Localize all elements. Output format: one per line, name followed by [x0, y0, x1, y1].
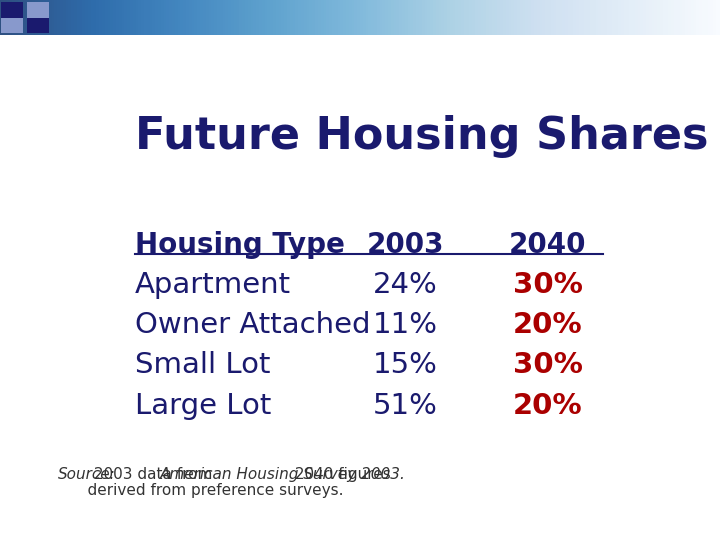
Text: 2040 figures: 2040 figures	[289, 467, 390, 482]
Text: 2003 data from: 2003 data from	[89, 467, 217, 482]
Text: 24%: 24%	[373, 271, 438, 299]
Text: 20%: 20%	[513, 311, 582, 339]
Text: Owner Attached: Owner Attached	[135, 311, 370, 339]
Text: 30%: 30%	[513, 271, 582, 299]
Text: 30%: 30%	[513, 352, 582, 379]
FancyBboxPatch shape	[1, 2, 23, 17]
Text: Source:: Source:	[58, 467, 115, 482]
Text: Small Lot: Small Lot	[135, 352, 270, 379]
Text: 15%: 15%	[373, 352, 438, 379]
FancyBboxPatch shape	[27, 2, 49, 17]
Text: 2003: 2003	[366, 231, 444, 259]
Text: Future Housing Shares – US: Future Housing Shares – US	[135, 114, 720, 158]
FancyBboxPatch shape	[27, 17, 49, 33]
Text: 51%: 51%	[373, 392, 438, 420]
Text: Large Lot: Large Lot	[135, 392, 271, 420]
Text: Apartment: Apartment	[135, 271, 291, 299]
Text: 20%: 20%	[513, 392, 582, 420]
Text: American Housing Survey 2003.: American Housing Survey 2003.	[161, 467, 406, 482]
Text: 11%: 11%	[373, 311, 438, 339]
FancyBboxPatch shape	[1, 17, 23, 33]
Text: Housing Type: Housing Type	[135, 231, 344, 259]
Text: 2040: 2040	[509, 231, 586, 259]
Text: derived from preference surveys.: derived from preference surveys.	[68, 483, 344, 498]
